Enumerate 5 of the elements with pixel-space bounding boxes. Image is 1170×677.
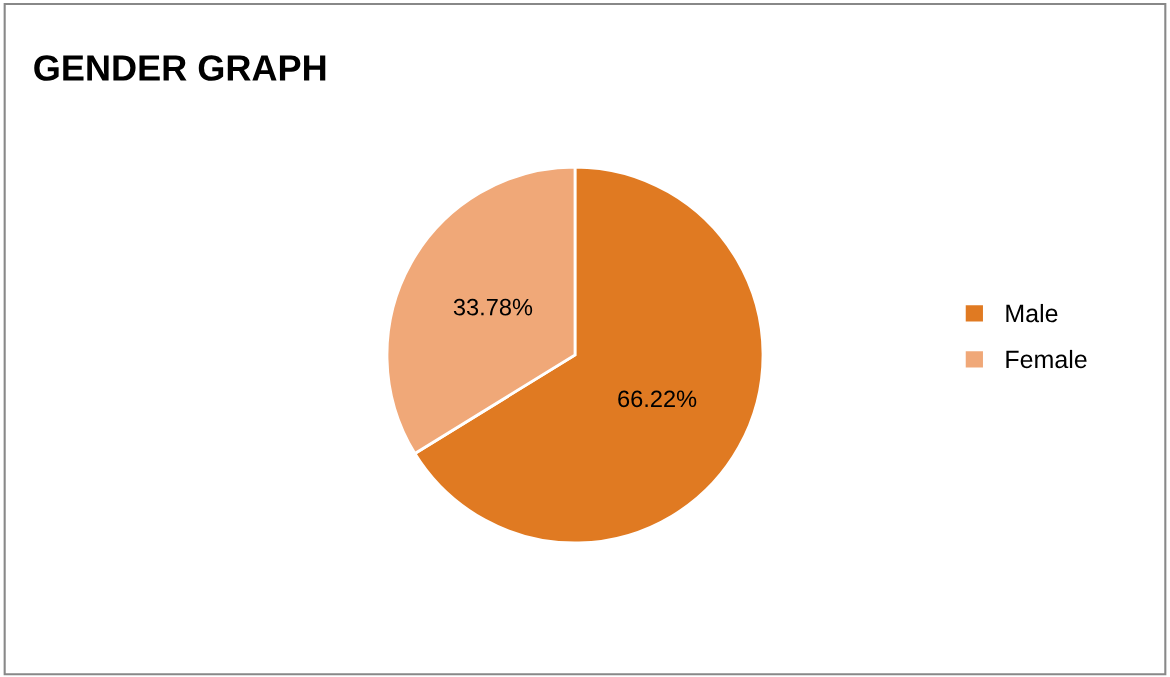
legend-label: Female xyxy=(1006,349,1087,369)
data-label: 66.22% xyxy=(618,390,697,408)
chart-title: GENDER GRAPH xyxy=(34,55,326,81)
legend-label: Male xyxy=(1006,303,1058,323)
data-label: 33.78% xyxy=(453,298,533,316)
